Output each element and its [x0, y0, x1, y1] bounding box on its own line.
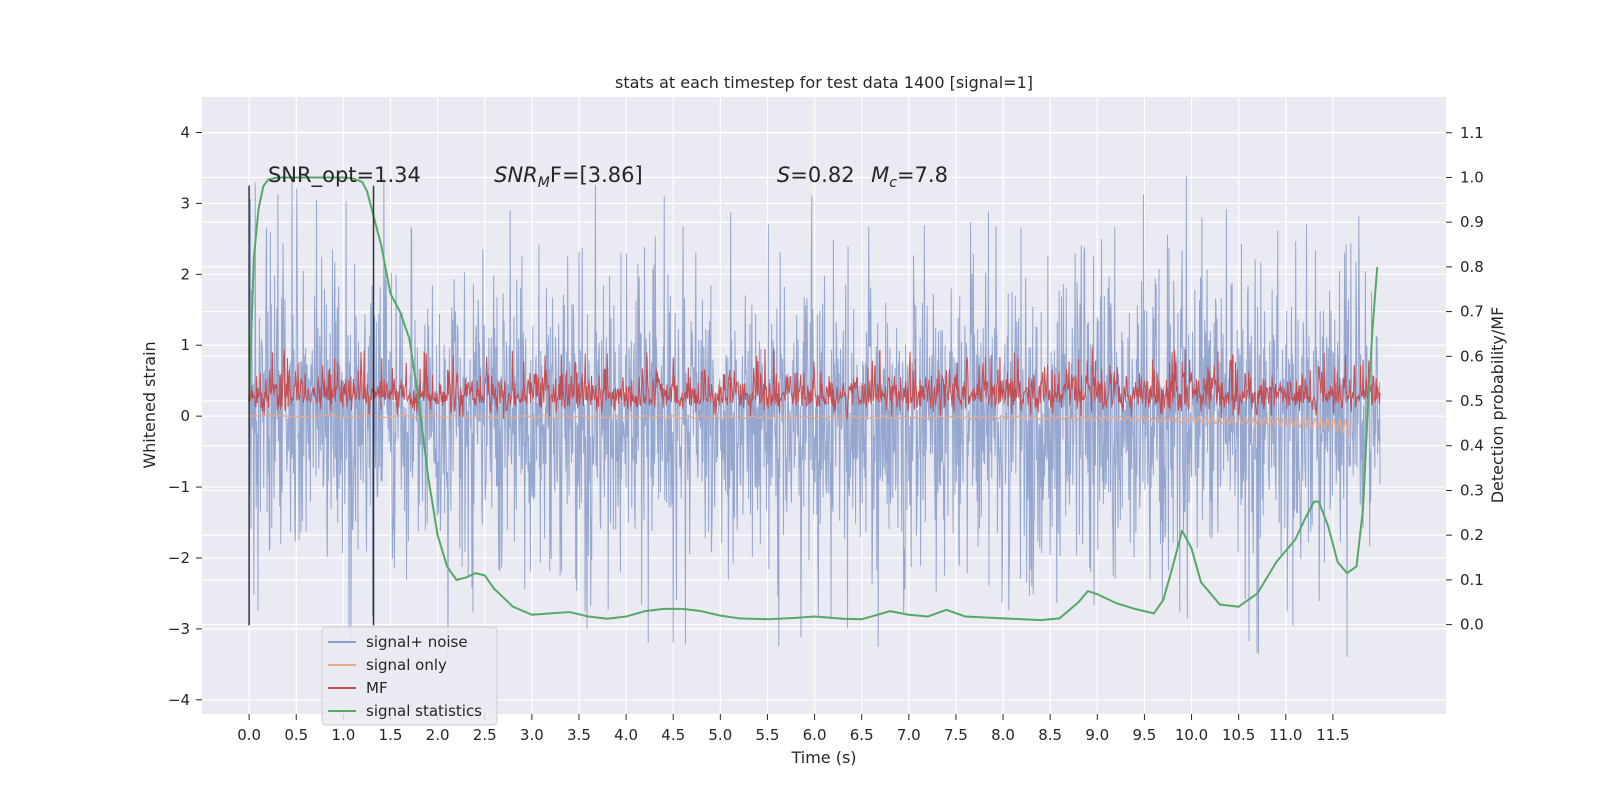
x-tick-label: 10.0	[1175, 726, 1208, 744]
x-tick-label: 0.0	[237, 726, 261, 744]
x-tick-label: 9.0	[1085, 726, 1109, 744]
x-tick-label: 5.5	[756, 726, 780, 744]
legend-label: MF	[366, 679, 388, 697]
y-tick-label: −3	[168, 620, 190, 638]
series-layer	[248, 175, 1381, 658]
y2-tick-label: 0.8	[1460, 258, 1484, 276]
x-tick-label: 8.0	[991, 726, 1015, 744]
series-signal-statistics-line	[248, 176, 1379, 622]
x-tick-label: 6.0	[803, 726, 827, 744]
y-tick-label: −4	[168, 691, 190, 709]
x-tick-label: 11.5	[1316, 726, 1349, 744]
x-tick-label: 0.5	[284, 726, 308, 744]
y2-tick-label: 0.3	[1460, 481, 1484, 499]
y2-tick-label: 0.6	[1460, 347, 1484, 365]
series-signal-noise-line	[248, 175, 1381, 658]
x-tick-label: 10.5	[1222, 726, 1255, 744]
y2-tick-label: 0.4	[1460, 437, 1484, 455]
chart-title: stats at each timestep for test data 140…	[615, 73, 1033, 92]
y-tick-label: −1	[168, 478, 190, 496]
legend-label: signal only	[366, 656, 447, 674]
y-tick-label: 2	[180, 265, 190, 283]
x-tick-label: 2.0	[426, 726, 450, 744]
x-tick-label: 4.0	[614, 726, 638, 744]
x-axis-label: Time (s)	[790, 748, 856, 767]
legend-box	[321, 626, 498, 726]
annotation-chirp-mass: Mc=7.8	[871, 163, 948, 191]
annotation-stat-s: S=0.82	[777, 163, 855, 187]
annotations: SNR_opt=1.34 SNRMF=[3.86] S=0.82 Mc=7.8	[268, 163, 948, 191]
x-tick-label: 4.5	[661, 726, 685, 744]
x-tick-label: 7.5	[944, 726, 968, 744]
y2-tick-label: 0.0	[1460, 616, 1484, 634]
legend-label: signal statistics	[366, 702, 482, 720]
series-mf-line	[248, 348, 1381, 420]
y2-tick-label: 0.2	[1460, 526, 1484, 544]
y-tick-label: −2	[168, 549, 190, 567]
y2-tick-label: 1.0	[1460, 168, 1484, 186]
x-tick-label: 3.0	[520, 726, 544, 744]
y2-tick-label: 0.9	[1460, 213, 1484, 231]
y-tick-label: 3	[180, 194, 190, 212]
y2-tick-label: 1.1	[1460, 124, 1484, 142]
y-axis-label: Whitened strain	[140, 341, 159, 468]
x-tick-label: 9.5	[1132, 726, 1156, 744]
x-tick-label: 8.5	[1038, 726, 1062, 744]
annotation-snr-mf: SNRMF=[3.86]	[494, 163, 643, 191]
axes-layer: 0.0 0.5 1.0 1.5 2.0 2.5 3.0 3.5 4.0 4.5 5.0 5.5 6.0 6…	[168, 123, 1484, 744]
x-tick-label: 7.0	[897, 726, 921, 744]
x-tick-label: 2.5	[473, 726, 497, 744]
y-tick-label: 4	[180, 123, 190, 141]
y-tick-label: 0	[180, 407, 190, 425]
x-tick-label: 6.5	[850, 726, 874, 744]
annotation-snr-opt: SNR_opt=1.34	[268, 163, 421, 188]
x-tick-label: 11.0	[1269, 726, 1302, 744]
y2-tick-label: 0.1	[1460, 571, 1484, 589]
y-tick-label: 1	[180, 336, 190, 354]
y2-tick-label: 0.7	[1460, 303, 1484, 321]
x-tick-label: 3.5	[567, 726, 591, 744]
legend: signal+ noise signal only MF signal statist…	[321, 626, 498, 726]
y2-axis-label: Detection probability/MF	[1488, 307, 1507, 504]
vertical-markers	[248, 185, 375, 626]
legend-label: signal+ noise	[366, 633, 468, 651]
series-signal-only-line	[249, 414, 1353, 439]
y2-tick-label: 0.5	[1460, 392, 1484, 410]
x-tick-label: 1.0	[331, 726, 355, 744]
x-tick-label: 1.5	[379, 726, 403, 744]
x-tick-label: 5.0	[708, 726, 732, 744]
